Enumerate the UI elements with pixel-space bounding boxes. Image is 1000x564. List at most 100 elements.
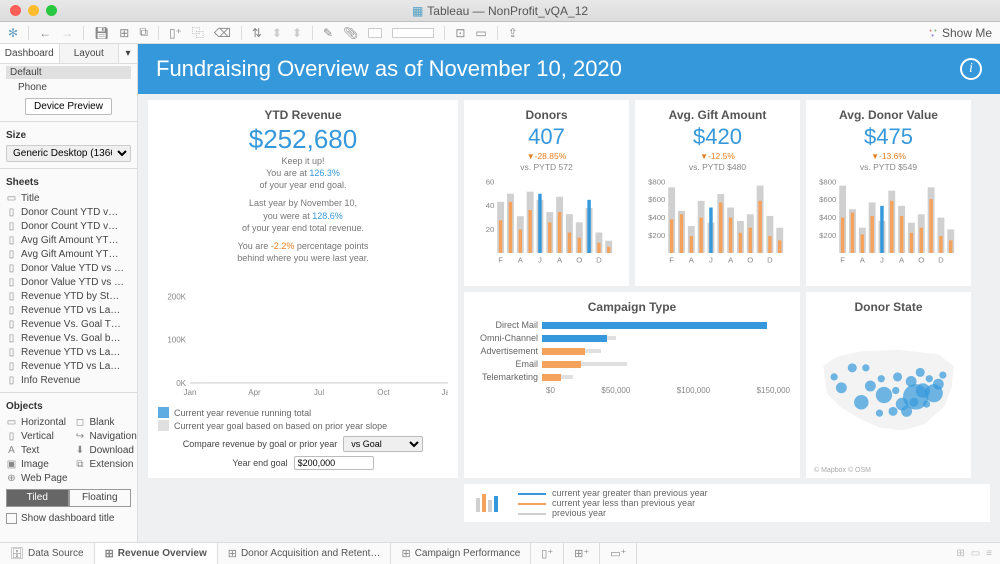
ytd-legend-1: Current year revenue running total bbox=[158, 406, 448, 419]
sort-desc-icon[interactable]: ⬍ bbox=[292, 26, 302, 40]
objects-list: ▭Horizontal◻Blank▯Vertical↪NavigationATe… bbox=[0, 415, 137, 485]
sheet-item[interactable]: ▯Revenue YTD vs La… bbox=[0, 303, 137, 317]
sheet-icon: ▯ bbox=[6, 319, 17, 330]
object-item[interactable]: ↪Navigation bbox=[69, 429, 138, 443]
new-worksheet-button[interactable]: ▯⁺ bbox=[531, 543, 564, 564]
device-preview-button[interactable]: Device Preview bbox=[25, 98, 112, 115]
clear-icon[interactable]: ⌫ bbox=[214, 26, 231, 40]
card-legend: current year greater than previous year … bbox=[464, 484, 990, 522]
new-dashboard-button[interactable]: ⊞⁺ bbox=[564, 543, 600, 564]
database-icon: 🗄︎ bbox=[10, 547, 24, 560]
share-icon[interactable]: ⇪ bbox=[508, 26, 518, 40]
sheet-item[interactable]: ▯Revenue Vs. Goal b… bbox=[0, 331, 137, 345]
fill-swatch[interactable] bbox=[368, 28, 382, 38]
sheet-item[interactable]: ▭Title bbox=[0, 191, 137, 205]
info-icon[interactable]: i bbox=[960, 58, 982, 80]
sheet-item[interactable]: ▯Revenue YTD vs La… bbox=[0, 359, 137, 373]
svg-text:100K: 100K bbox=[167, 336, 186, 345]
sheet-item[interactable]: ▯Donor Value YTD vs … bbox=[0, 261, 137, 275]
sheet-item[interactable]: ▯Donor Count YTD v… bbox=[0, 205, 137, 219]
campaign-row: Direct Mail bbox=[474, 320, 790, 330]
forward-icon[interactable]: → bbox=[61, 26, 73, 40]
view-icon-2[interactable]: ▭ bbox=[971, 548, 980, 559]
svg-text:$200: $200 bbox=[819, 231, 836, 240]
device-phone[interactable]: Phone bbox=[0, 81, 137, 94]
fit-icon[interactable]: ⊡ bbox=[455, 26, 465, 40]
object-item[interactable]: ⧉Extension bbox=[69, 457, 138, 471]
campaign-axis: $0$50,000$100,000$150,000 bbox=[474, 386, 790, 395]
card-campaign-type: Campaign Type Direct MailOmni-ChannelAdv… bbox=[464, 292, 800, 478]
new-data-icon[interactable]: ⊞ bbox=[119, 26, 129, 40]
sheet-item[interactable]: ▯Avg Gift Amount YT… bbox=[0, 247, 137, 261]
sheet-icon: ▯ bbox=[6, 347, 17, 358]
ytd-title: YTD Revenue bbox=[158, 108, 448, 122]
object-icon: ⊕ bbox=[6, 473, 17, 484]
dashboard-icon: ⊞ bbox=[105, 547, 114, 560]
show-title-checkbox[interactable]: Show dashboard title bbox=[0, 511, 137, 526]
sheet-item[interactable]: ▯Avg Gift Amount YT… bbox=[0, 233, 137, 247]
sheet-item[interactable]: ▯Revenue YTD vs La… bbox=[0, 345, 137, 359]
sort-asc-icon[interactable]: ⬍ bbox=[272, 26, 282, 40]
sheet-icon: ▯ bbox=[6, 235, 17, 246]
new-sheet-icon[interactable]: ⧉ bbox=[139, 25, 148, 40]
view-icon-3[interactable]: ≡ bbox=[986, 548, 992, 559]
sheet-item[interactable]: ▯Info Revenue bbox=[0, 373, 137, 387]
show-me-button[interactable]: Show Me bbox=[928, 26, 992, 40]
object-item[interactable] bbox=[69, 471, 138, 485]
save-icon[interactable]: 💾︎ bbox=[94, 26, 109, 40]
collapse-icon[interactable]: ▾ bbox=[119, 44, 137, 63]
default-device[interactable]: Default bbox=[6, 66, 131, 79]
svg-text:Apr: Apr bbox=[248, 388, 261, 397]
size-select[interactable]: Generic Desktop (1366 x 7… bbox=[6, 145, 131, 162]
border-swatch[interactable] bbox=[392, 28, 434, 38]
tab-layout[interactable]: Layout bbox=[60, 44, 120, 63]
tableau-logo-icon[interactable]: ✻ bbox=[8, 26, 18, 40]
objects-header: Objects bbox=[0, 398, 137, 415]
new-story-button[interactable]: ▭⁺ bbox=[600, 543, 637, 564]
svg-text:20: 20 bbox=[486, 225, 495, 234]
tab-dashboard[interactable]: Dashboard bbox=[0, 44, 60, 63]
object-icon: A bbox=[6, 445, 17, 456]
sheet-item[interactable]: ▯Donor Value YTD vs … bbox=[0, 275, 137, 289]
tab-data-source[interactable]: 🗄︎Data Source bbox=[0, 543, 95, 564]
sheet-item[interactable]: ▯Donor Count YTD v… bbox=[0, 219, 137, 233]
object-item[interactable]: ▯Vertical bbox=[0, 429, 69, 443]
tiled-floating-toggle[interactable]: Tiled Floating bbox=[6, 489, 131, 507]
new-worksheet-icon[interactable]: ▯⁺ bbox=[169, 26, 182, 40]
svg-text:$400: $400 bbox=[819, 213, 836, 222]
tiled-button[interactable]: Tiled bbox=[6, 489, 69, 507]
size-header: Size bbox=[0, 127, 137, 144]
object-item[interactable]: ▣Image bbox=[0, 457, 69, 471]
presentation-icon[interactable]: ▭ bbox=[475, 26, 486, 40]
yearend-input[interactable] bbox=[294, 456, 374, 470]
view-icon[interactable]: ⊞ bbox=[956, 548, 964, 559]
campaign-row: Advertisement bbox=[474, 346, 790, 356]
duplicate-icon[interactable]: ⿻ bbox=[192, 24, 204, 41]
object-item[interactable]: ▭Horizontal bbox=[0, 415, 69, 429]
tab-revenue-overview[interactable]: ⊞Revenue Overview bbox=[95, 543, 218, 564]
back-icon[interactable]: ← bbox=[39, 26, 51, 40]
object-icon: ↪ bbox=[75, 431, 86, 442]
svg-text:$600: $600 bbox=[648, 195, 665, 204]
svg-text:Jan: Jan bbox=[184, 388, 197, 397]
object-item[interactable]: ⬇Download bbox=[69, 443, 138, 457]
floating-button[interactable]: Floating bbox=[69, 489, 132, 507]
svg-text:A: A bbox=[518, 256, 524, 265]
object-item[interactable]: ◻Blank bbox=[69, 415, 138, 429]
tab-donor-acq[interactable]: ⊞Donor Acquisition and Retent… bbox=[218, 543, 392, 564]
object-item[interactable]: AText bbox=[0, 443, 69, 457]
card-donors: Donors 407 ▼-28.85% vs. PYTD 572 204060F… bbox=[464, 100, 629, 286]
svg-text:O: O bbox=[576, 256, 582, 265]
swap-icon[interactable]: ⇅ bbox=[252, 26, 262, 40]
sidebar: Dashboard Layout ▾ Default Phone Device … bbox=[0, 44, 138, 542]
svg-text:$800: $800 bbox=[648, 178, 665, 186]
sheet-item[interactable]: ▯Revenue Vs. Goal T… bbox=[0, 317, 137, 331]
svg-text:Jan: Jan bbox=[442, 388, 448, 397]
sheet-item[interactable]: ▯Revenue YTD by St… bbox=[0, 289, 137, 303]
object-item[interactable]: ⊕Web Page bbox=[0, 471, 69, 485]
campaign-row: Omni-Channel bbox=[474, 333, 790, 343]
tab-campaign-perf[interactable]: ⊞Campaign Performance bbox=[391, 543, 531, 564]
compare-select[interactable]: vs Goal bbox=[343, 436, 423, 452]
group-icon[interactable]: 📎︎ bbox=[343, 26, 358, 40]
highlight-icon[interactable]: ✎ bbox=[323, 26, 333, 40]
